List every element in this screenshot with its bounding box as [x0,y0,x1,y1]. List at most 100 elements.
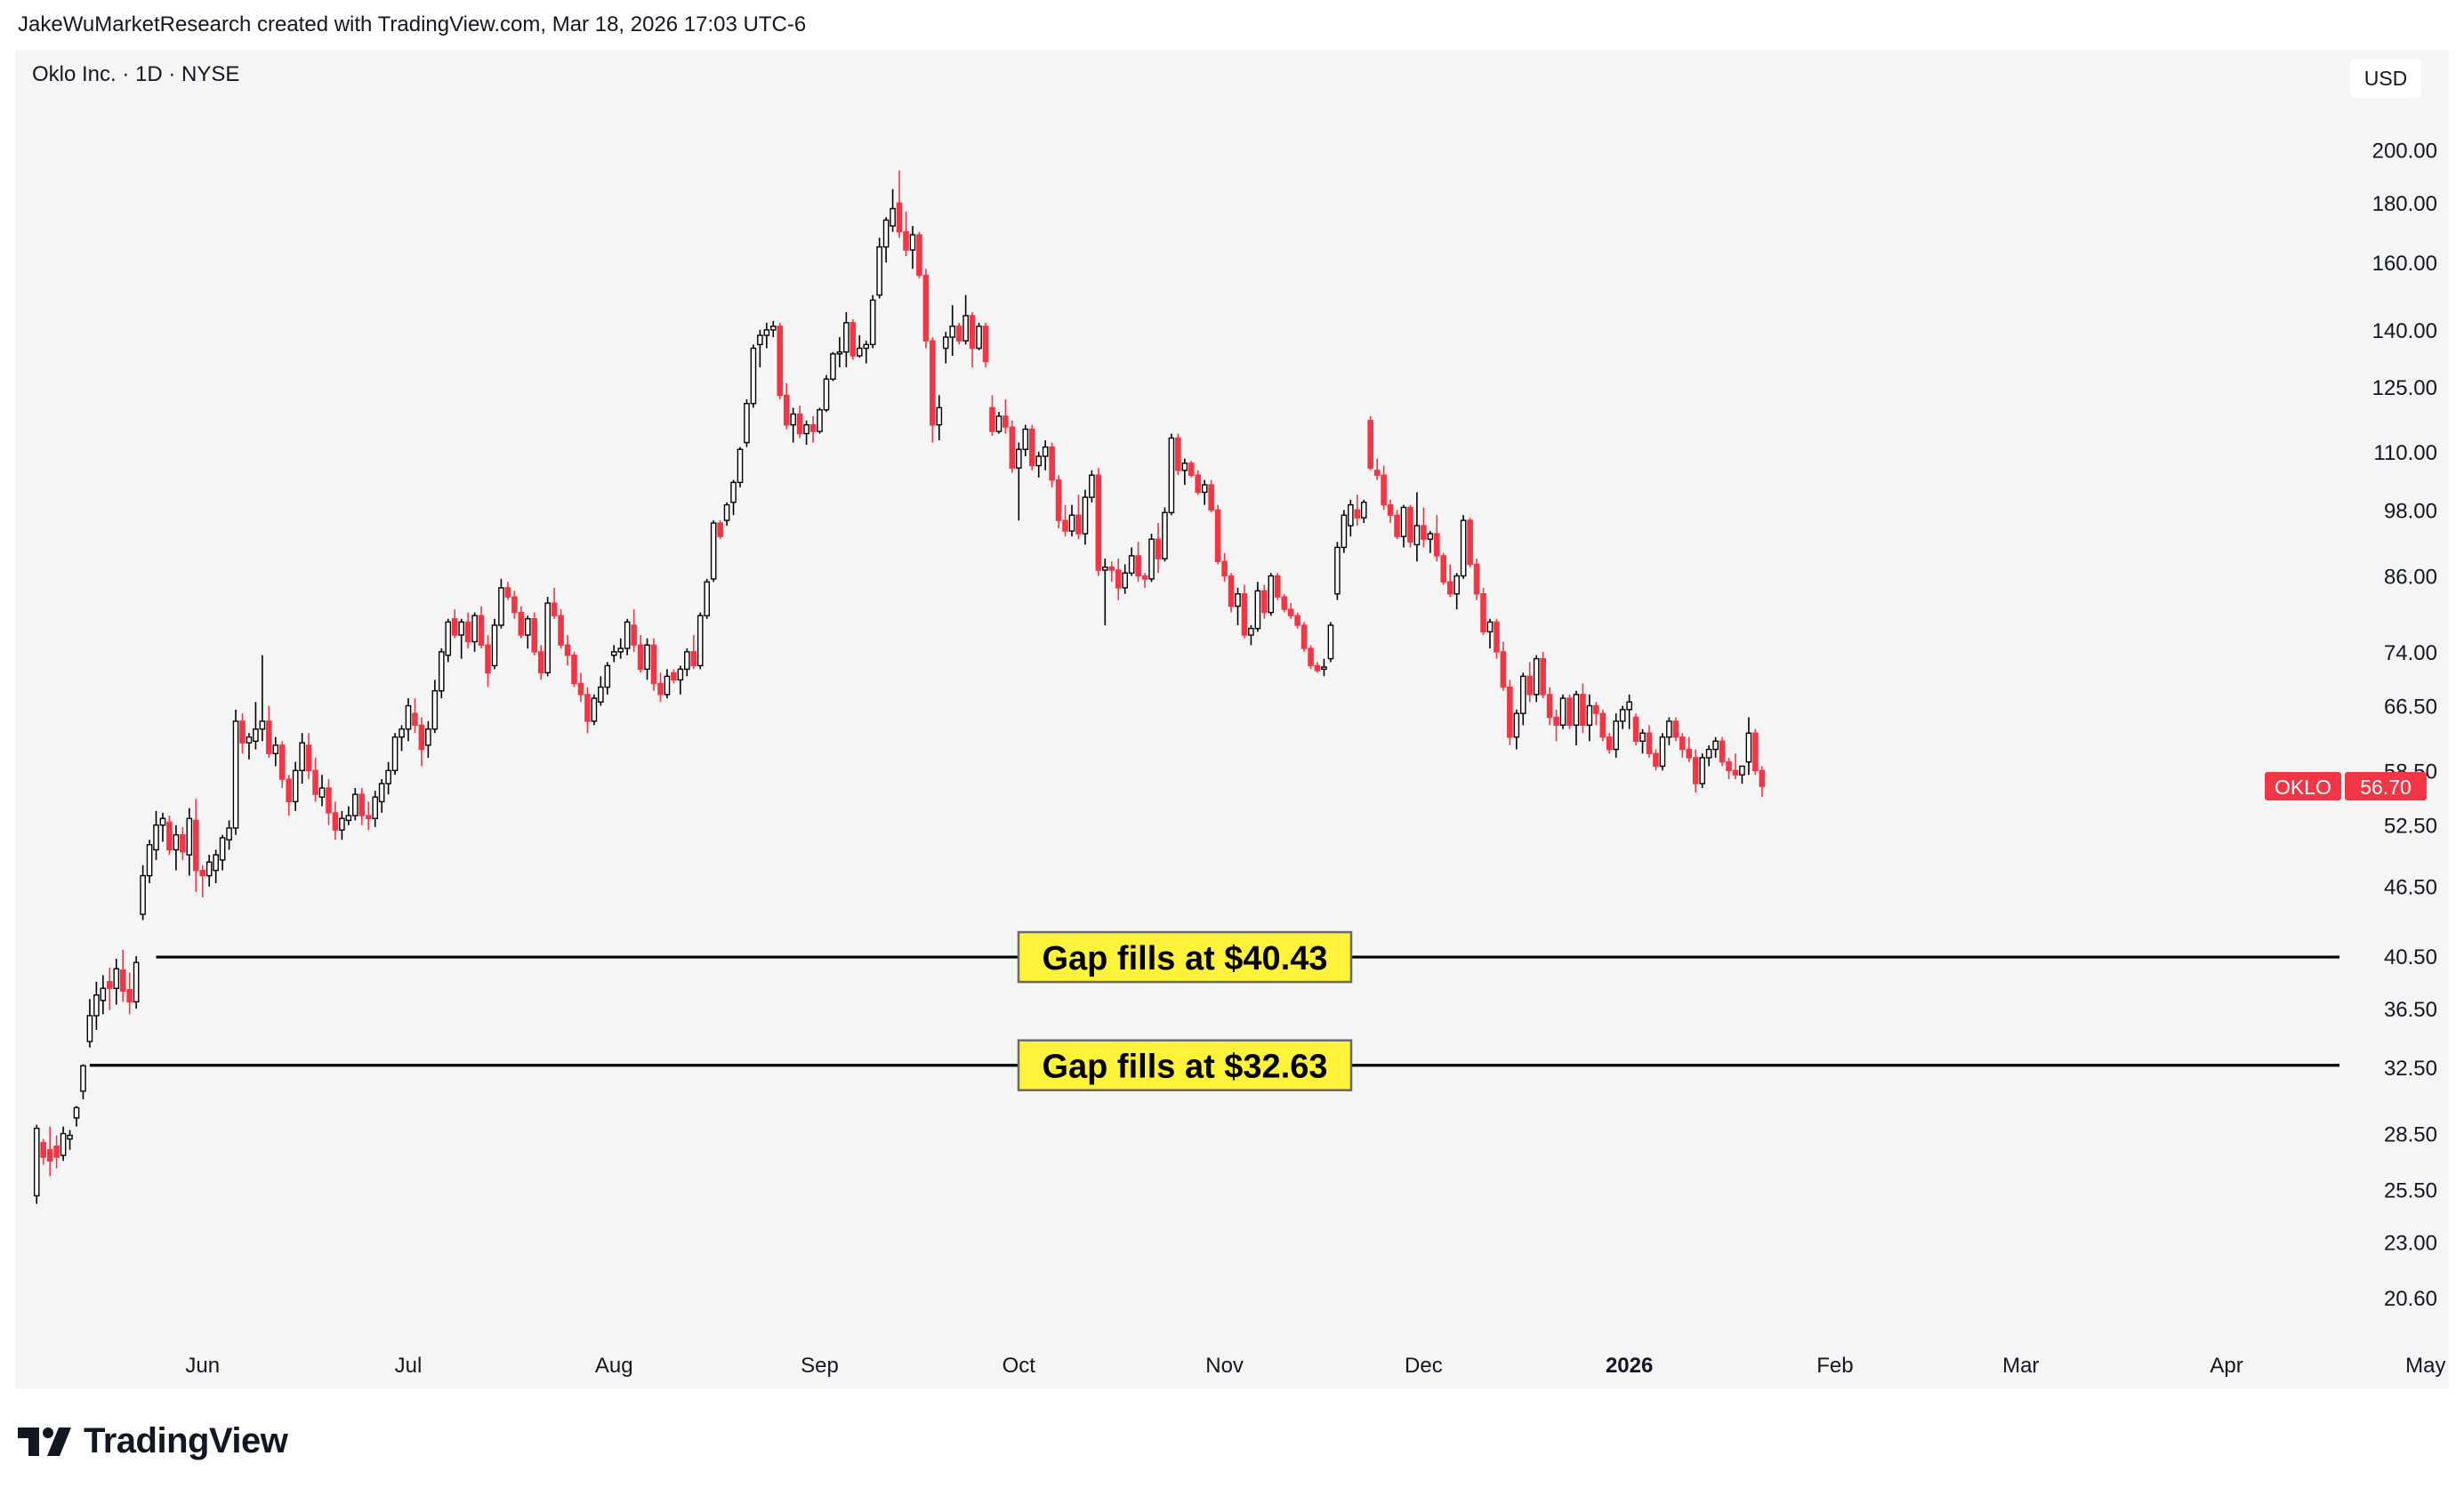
candle-body [1089,474,1095,498]
last-price-label: 56.70 [2360,776,2412,799]
candle-body [53,1145,60,1158]
candle-body [1075,514,1082,535]
candle-body [836,351,843,355]
y-tick-label: 23.00 [2384,1231,2437,1255]
candle-body [909,234,916,251]
candle-body [1221,560,1228,577]
candle-body [1519,675,1526,714]
candle-body [1254,590,1261,630]
candle-body [1228,575,1235,607]
candle-body [326,787,332,814]
candle-body [843,322,850,353]
candle-body [744,403,750,444]
candle-body [1394,514,1400,537]
candle-body [710,522,717,580]
candle-body [591,697,598,722]
candle-body [942,336,949,350]
candle-body [133,961,140,1003]
x-tick-label: Dec [1405,1354,1443,1378]
candle-body [1148,538,1155,580]
candle-body [995,415,1003,432]
candle-body [1261,590,1268,614]
candle-body [690,651,697,667]
candle-body [1028,428,1035,467]
candle-body [93,994,100,1017]
candle-body [1135,555,1141,577]
y-tick-label: 200.00 [2372,139,2437,163]
y-tick-label: 110.00 [2373,441,2437,465]
x-tick-label: 2026 [1606,1354,1653,1378]
candle-body [903,230,909,251]
tradingview-brand-text: TradingView [84,1421,288,1460]
candle-body [1287,608,1294,616]
candle-body [1486,621,1494,633]
candle-body [232,720,239,829]
ticker-tag-label: OKLO [2275,776,2331,799]
currency-button[interactable]: USD [2350,59,2421,98]
candle-body [524,618,531,636]
candle-body [1606,736,1613,751]
candle-body [1201,484,1208,494]
candle-body [890,207,896,227]
candle-body [272,744,279,754]
candle-body [1566,697,1573,726]
candle-body [1281,596,1288,610]
candle-body [850,322,857,357]
y-tick-label: 20.60 [2384,1287,2437,1311]
candle-body [239,720,246,744]
candle-body [790,413,796,426]
price-axis: 200.00 180.00 160.00 140.00 125.00 110.00 98.0… [2372,139,2437,1310]
candle-body [604,664,611,688]
candle-body [445,621,452,656]
candle-body [46,1149,53,1162]
gap-label-text: Gap fills at $40.43 [1042,940,1327,977]
candle-body [1141,575,1148,580]
candle-body [750,347,757,405]
gap-annotations: Gap fills at $40.43 Gap fills at $32.63 [89,930,2339,1091]
candle-body [1055,479,1062,521]
candle-body [637,644,644,671]
time-axis: Jun Jul Aug Sep Oct Nov Dec 2026 Feb Mar Apr May [185,1354,2445,1378]
candle-body [464,621,471,643]
candle-body [173,833,180,851]
y-tick-label: 36.50 [2384,998,2437,1022]
candle-body [869,299,876,346]
candle-body [1559,697,1566,726]
candle-body [1122,572,1128,589]
candle-body [1433,533,1440,557]
candle-body [1453,575,1460,595]
candle-body [1599,712,1606,738]
chart-attribution: JakeWuMarketResearch created with Tradin… [18,12,807,36]
candle-body [564,644,571,656]
candle-body [292,769,299,803]
candle-body [1593,704,1599,714]
candle-body [1580,694,1586,726]
candle-body [1128,555,1135,574]
y-tick-label: 25.50 [2384,1179,2437,1203]
candle-body [1294,615,1300,626]
candle-body [882,219,890,248]
candle-body [491,624,498,667]
candle-body [1042,446,1049,457]
last-price-marker: OKLO 56.70 [2265,772,2427,801]
candle-body [1188,462,1195,476]
y-tick-label: 160.00 [2372,252,2437,276]
x-tick-label: May [2405,1354,2445,1378]
candle-body [551,602,558,616]
x-tick-label: Jul [395,1354,423,1378]
candle-body [345,815,352,822]
candle-body [737,448,744,484]
y-tick-label: 125.00 [2372,376,2437,400]
candle-body [1101,567,1108,571]
candle-body [1181,462,1188,471]
candle-body [1334,546,1341,595]
candle-body [1407,506,1413,543]
gap-label-box [1017,930,1353,984]
candle-body [1248,627,1254,636]
candle-body [312,769,318,795]
candle-body [803,423,809,435]
candle-body [1367,420,1373,469]
candle-body [451,618,458,636]
candle-body [1268,575,1275,614]
